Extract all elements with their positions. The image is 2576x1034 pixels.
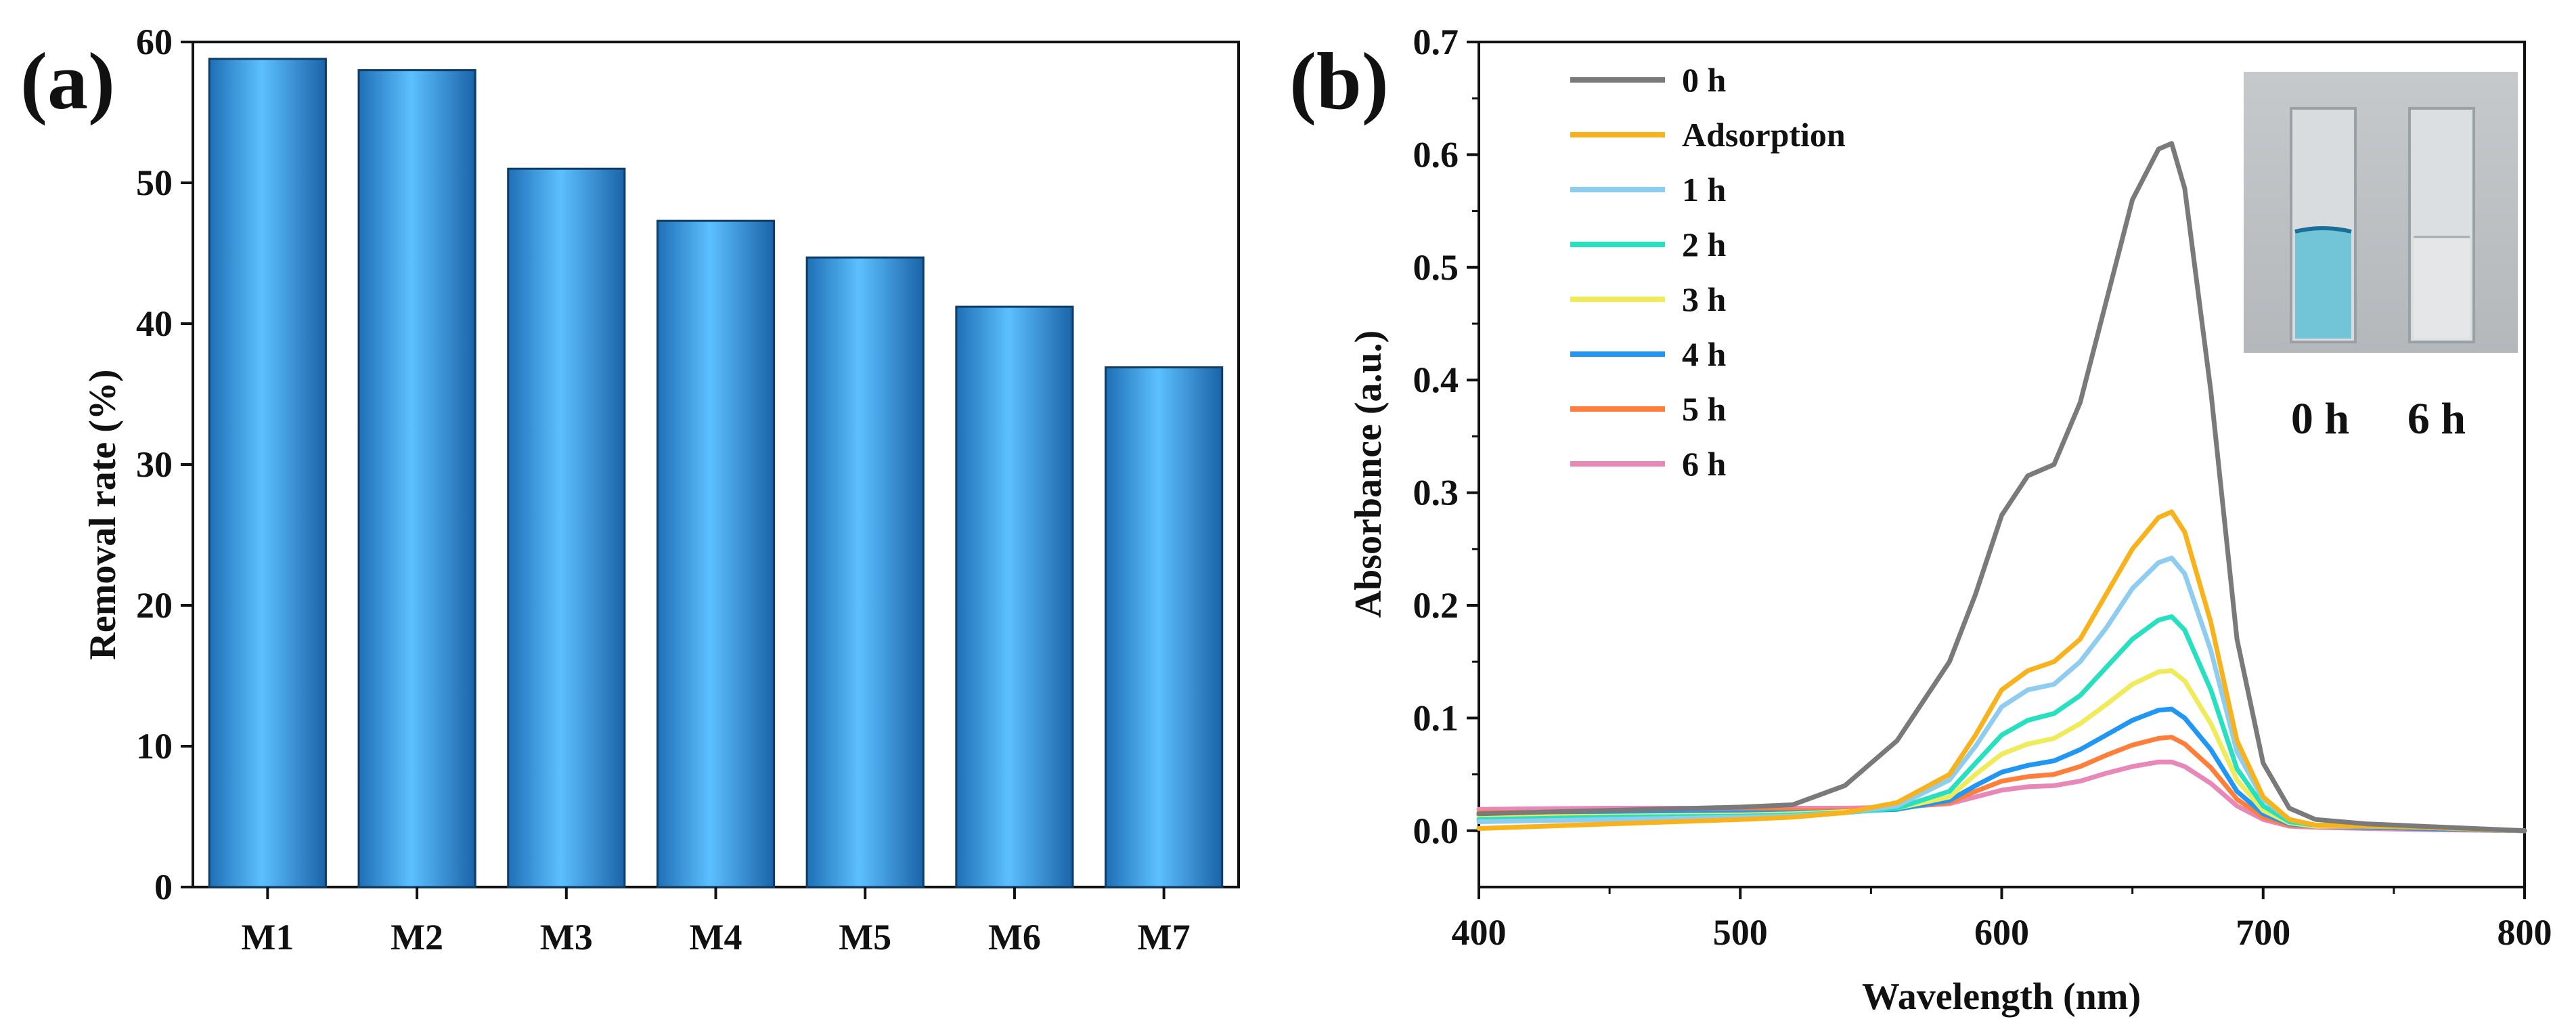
y-tick-label-b: 0.2 [1413,585,1459,626]
cuvette-0h [2290,107,2357,343]
bar-M5 [805,256,925,888]
bar-chart-panel: 0 10 20 30 40 50 60 M1 M2 M3 M4 M5 M6 M7 [136,22,1240,957]
y-tick-label-a: 10 [136,726,173,767]
y-axis-title-b: Absorbance (a.u.) [1348,330,1390,618]
bar-M1 [208,58,327,888]
x-tick-label-b: 400 [1452,912,1507,953]
y-tick-label-b: 0.6 [1413,134,1459,175]
bar-M2 [357,69,476,888]
legend-label: 1 h [1682,171,1727,209]
y-tick-label-a: 60 [136,22,173,62]
x-axis-title-b: Wavelength (nm) [1862,976,2141,1018]
panel-label-b: (b) [1289,36,1389,126]
y-tick-label-b: 0.1 [1413,697,1459,738]
y-tick-label-a: 40 [136,303,173,344]
y-tick-label-b: 0.7 [1413,22,1459,62]
legend-label: 0 h [1682,61,1727,99]
series-line-4-h [1476,706,2527,834]
y-tick-label-a: 0 [154,867,173,907]
x-tick-label-b: 600 [1974,912,2029,953]
legend-label: 5 h [1682,390,1727,428]
x-tick-label-a: M3 [540,917,593,957]
legend-label: Adsorption [1682,116,1846,154]
photo-background [2244,72,2518,353]
bar-M4 [656,219,776,888]
cuvette-6h [2408,107,2475,343]
x-tick-label-a: M6 [988,917,1041,957]
legend-label: 4 h [1682,335,1727,373]
x-tick-label-b: 800 [2497,912,2552,953]
y-axis-title-a: Removal rate (%) [82,369,124,660]
legend-label: 3 h [1682,280,1727,318]
y-tick-label-a: 50 [136,163,173,203]
bar-M6 [955,305,1074,888]
bar-M7 [1105,366,1224,888]
series-line-2-h [1476,614,2527,834]
x-tick-label-a: M5 [839,917,891,957]
x-tick-label-a: M1 [241,917,294,957]
line-chart-panel: 0.0 0.1 0.2 0.3 0.4 0.5 0.6 0.7 400 500 600 700 800 0… [1413,22,2552,953]
x-tick-label-a: M4 [690,917,742,957]
cuvette-photo-inset: 0 h 6 h [2244,72,2518,444]
x-tick-label-b: 500 [1713,912,1768,953]
x-tick-label-b: 700 [2236,912,2290,953]
y-tick-label-b: 0.4 [1413,360,1459,400]
y-tick-label-a: 20 [136,585,173,626]
series-line-adsorption [1476,509,2527,834]
legend-label: 6 h [1682,445,1727,483]
bar-M3 [507,167,626,888]
photo-label-6h: 6 h [2407,394,2466,444]
y-tick-label-a: 30 [136,444,173,485]
y-tick-label-b: 0.0 [1413,811,1459,851]
x-tick-label-a: M2 [391,917,443,957]
legend-label: 2 h [1682,225,1727,263]
panel-label-a: (a) [20,36,115,126]
y-tick-label-b: 0.5 [1413,247,1459,288]
series-line-0-h [1476,141,2527,834]
photo-label-0h: 0 h [2291,394,2349,444]
x-tick-label-a: M7 [1138,917,1191,957]
y-tick-label-b: 0.3 [1413,473,1459,513]
